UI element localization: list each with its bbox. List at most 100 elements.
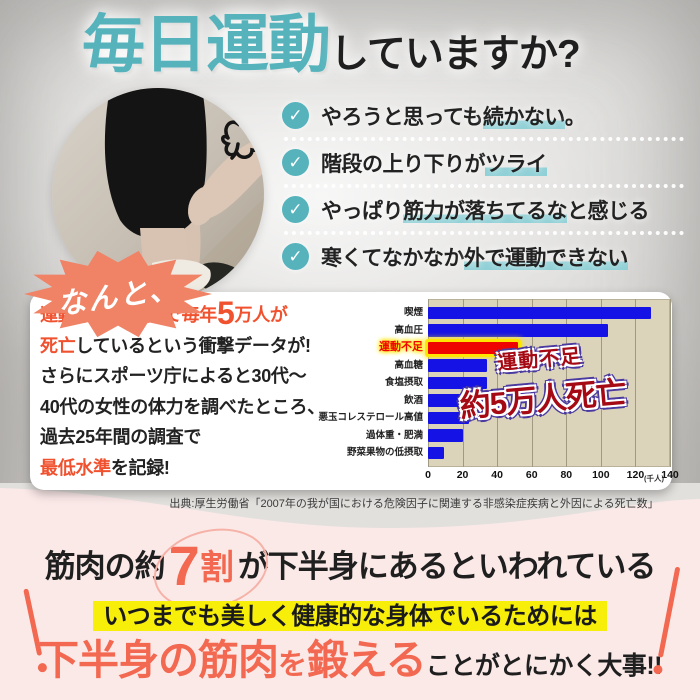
coral-emphasis-small: を	[278, 649, 308, 681]
copy-line-6: 最低水準を記録!	[40, 453, 334, 484]
black-text: を記録!	[110, 457, 170, 478]
black-text: ことがとにかく大事!!	[425, 652, 663, 680]
bar-label: 過体重・肥満	[365, 429, 423, 441]
bar-label: 悪玉コレステロール高値	[318, 412, 423, 423]
chart-bar	[428, 376, 487, 389]
item-text-highlight: 続かない	[482, 105, 565, 129]
number-unit: 割	[199, 549, 234, 587]
bar-label: 食塩摂取	[384, 377, 423, 388]
list-item-text: やろうと思っても続かない。	[321, 101, 586, 131]
circled-number: 7割	[169, 538, 234, 594]
attention-bubble: なんと、	[24, 250, 212, 338]
gridline	[531, 299, 533, 467]
copy-line-5: 過去25年間の調査で	[40, 427, 202, 447]
chart-labels: 喫煙高血圧運動不足高血糖食塩摂取飲酒悪玉コレステロール高値過体重・肥満野菜果物の…	[316, 299, 428, 467]
gridline	[670, 299, 671, 467]
list-item-text: やっぱり筋力が落ちてるなと感じる	[321, 195, 650, 225]
list-item: ✓ 階段の上り下りがツライ	[282, 141, 686, 184]
check-icon: ✓	[282, 243, 309, 270]
bar-row	[428, 409, 670, 427]
x-tick-label: 140	[661, 468, 679, 481]
red-text: 死亡	[40, 335, 76, 356]
black-text: しているという衝撃データが!	[75, 335, 311, 356]
list-item-text: 階段の上り下りがツライ	[321, 148, 547, 178]
gridline	[497, 299, 499, 467]
copy-line-4: 40代の女性の体力を調べたところ、	[40, 396, 325, 417]
x-tick-label: 0	[425, 468, 431, 481]
dotted-divider	[284, 231, 684, 235]
x-tick-label: 20	[456, 468, 469, 481]
chart-bar	[428, 446, 444, 459]
bar-label: 野菜果物の低摂取	[346, 447, 423, 458]
bar-row	[428, 304, 670, 322]
title-emphasis: 毎日運動	[82, 10, 331, 80]
torn-edge-shape	[0, 483, 700, 529]
bar-row	[428, 444, 670, 462]
bar-row	[428, 322, 670, 340]
gridline	[635, 299, 637, 467]
chart-plot	[428, 299, 671, 467]
source-citation: 出典:厚生労働省「2007年の我が国における危険因子に関連する非感染症疾病と外因…	[169, 498, 659, 510]
bar-row	[428, 392, 670, 410]
big-number: 5	[217, 295, 235, 331]
bar-row	[428, 339, 670, 357]
x-tick-label: 40	[491, 468, 503, 481]
dotted-divider	[284, 137, 684, 141]
item-text-pre: やろうと思っても	[321, 105, 483, 129]
item-text-highlight: 外で運動できない	[463, 246, 628, 270]
check-icon: ✓	[282, 102, 309, 129]
check-icon: ✓	[282, 149, 309, 176]
black-text: 筋肉の約	[44, 549, 166, 584]
item-text-pre: 階段の上り下りが	[321, 152, 486, 176]
page-title: 毎日運動 していますか?	[82, 10, 581, 80]
x-tick-label: 60	[525, 468, 538, 481]
chart-bar	[428, 429, 463, 442]
coral-emphasis: 鍛える	[307, 637, 427, 683]
chart-body: 喫煙高血圧運動不足高血糖食塩摂取飲酒悪玉コレステロール高値過体重・肥満野菜果物の…	[316, 299, 671, 467]
black-text: が下半身にあるといわれている	[237, 549, 657, 584]
item-text-pre: やっぱり	[321, 199, 404, 223]
x-tick-label: 80	[560, 468, 573, 481]
red-text: 最低水準	[40, 457, 111, 478]
list-item: ✓ やろうと思っても続かない。	[282, 94, 686, 137]
chart-ticks: 0 20 40 60 80 100 120 140 (千人)	[425, 467, 679, 483]
footer-line-1: 筋肉の約7割 が下半身にあるといわれている	[0, 538, 700, 594]
gridline	[566, 299, 568, 467]
copy-line-3: さらにスポーツ庁によると30代〜	[40, 366, 307, 386]
chart-bar	[428, 306, 651, 319]
big-number: 7	[168, 534, 200, 597]
chart-bar	[428, 411, 470, 424]
bar-row	[428, 427, 670, 445]
bar-row	[428, 357, 670, 375]
item-text-highlight: ツライ	[485, 152, 547, 176]
coral-emphasis: 下半身の筋肉	[38, 637, 279, 683]
bubble-text: なんと、	[55, 272, 182, 322]
item-text-post: と感じる	[567, 199, 650, 223]
title-rest: していますか?	[330, 33, 581, 76]
chart-bar	[428, 359, 487, 372]
death-risk-bar-chart: 喫煙高血圧運動不足高血糖食塩摂取飲酒悪玉コレステロール高値過体重・肥満野菜果物の…	[316, 299, 679, 489]
pain-point-checklist: ✓ やろうと思っても続かない。 ✓ 階段の上り下りがツライ ✓ やっぱり筋力が落…	[282, 94, 686, 278]
footer-line-2: いつまでも美しく健康的な身体でいるためには	[0, 596, 700, 631]
chart-bar	[428, 341, 518, 354]
footer-background	[0, 483, 700, 700]
x-tick-label: 120	[626, 468, 645, 481]
footer-line-3: 下半身の筋肉を鍛える ことがとにかく大事!!	[0, 626, 700, 686]
bar-label: 飲酒	[403, 394, 423, 406]
bar-label: 高血圧	[394, 324, 423, 336]
check-icon: ✓	[282, 196, 309, 223]
gridline	[600, 299, 602, 467]
copy-line-2: 死亡しているという衝撃データが!	[40, 331, 334, 362]
item-text-post: 。	[564, 105, 586, 129]
yellow-highlight-text: いつまでも美しく健康的な身体でいるためには	[93, 601, 607, 631]
bar-row	[428, 374, 670, 392]
bar-label: 喫煙	[403, 307, 423, 318]
bar-label: 高血糖	[394, 359, 423, 371]
x-tick-label: 100	[592, 468, 610, 481]
list-item-text: 寒くてなかなか外で運動できない	[321, 242, 628, 272]
list-item: ✓ やっぱり筋力が落ちてるなと感じる	[282, 188, 686, 231]
chart-bar	[428, 324, 608, 337]
bar-label: 運動不足	[379, 341, 423, 353]
chart-bar	[428, 394, 486, 407]
